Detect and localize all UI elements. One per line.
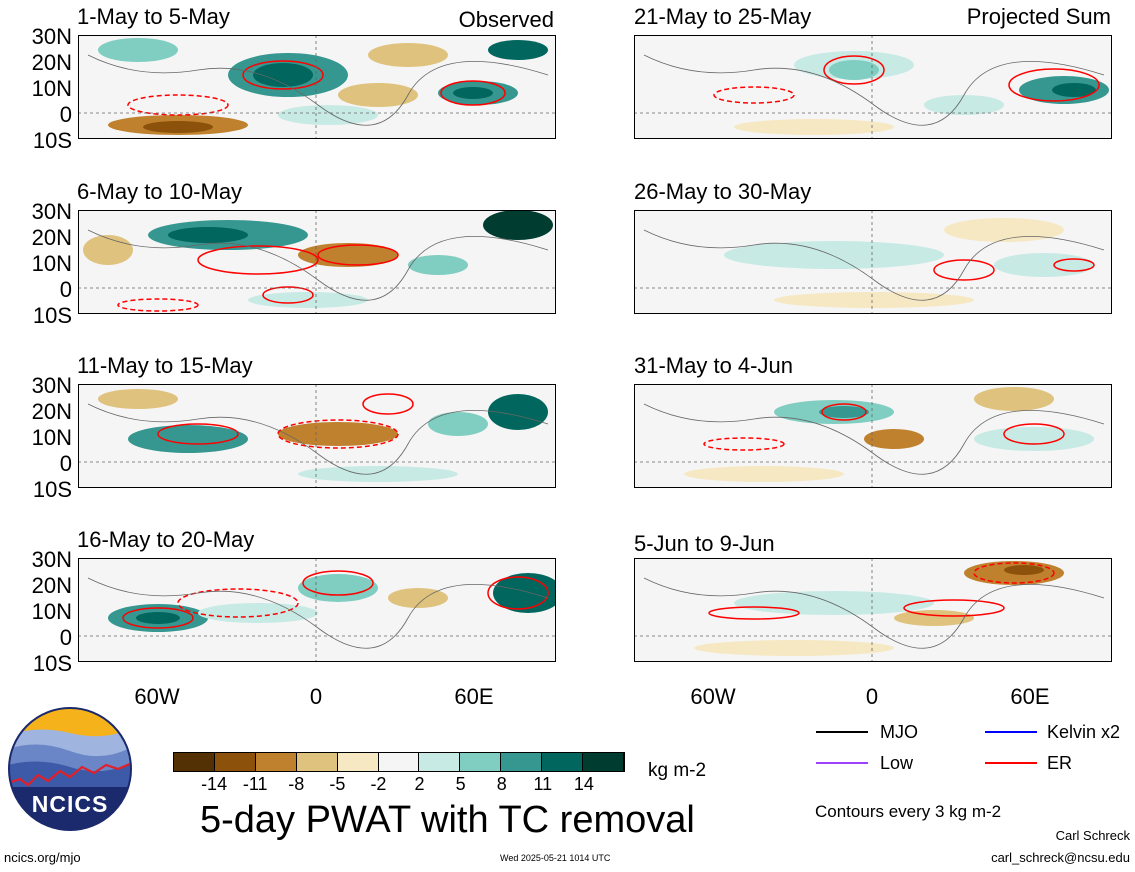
lon-label: 0 <box>865 684 879 709</box>
colorbar <box>173 752 625 772</box>
footer-url: ncics.org/mjo <box>4 850 81 865</box>
lat-label: 10S <box>32 128 72 153</box>
lat-label: 30N <box>31 24 72 49</box>
panel-title: 21-May to 25-May <box>634 4 812 29</box>
colorbar-tick-label: 11 <box>533 774 553 794</box>
colorbar-swatch <box>542 753 584 771</box>
map-panel <box>77 557 563 663</box>
colorbar-swatch <box>501 753 543 771</box>
map-panel <box>633 209 1113 315</box>
lat-label: 10N <box>31 251 72 276</box>
colorbar-tick-label: -14 <box>201 774 228 794</box>
colorbar-swatch <box>174 753 215 771</box>
colorbar-units: kg m-2 <box>648 760 707 781</box>
lon-label: 60E <box>1010 684 1050 709</box>
colorbar-tick-label: 2 <box>414 774 425 794</box>
lat-label: 10S <box>32 477 72 502</box>
logo-text: NCICS <box>31 791 109 817</box>
colorbar-tick-label: 5 <box>455 774 466 794</box>
panel-title: 1-May to 5-May <box>77 4 230 29</box>
lat-label: 30N <box>31 199 72 224</box>
map-svg <box>633 383 1113 489</box>
legend-line-er <box>985 762 1037 764</box>
map-svg <box>77 34 557 140</box>
map-svg <box>77 557 563 663</box>
lat-label: 20N <box>31 50 72 75</box>
colorbar-tick-label: -2 <box>370 774 387 794</box>
colorbar-swatch <box>419 753 461 771</box>
lon-label: 60E <box>454 684 494 709</box>
main-title: 5-day PWAT with TC removal <box>200 799 695 841</box>
colorbar-swatch <box>378 753 420 771</box>
map-panel <box>77 209 557 315</box>
lat-label: 20N <box>31 399 72 424</box>
footer-timestamp: Wed 2025-05-21 1014 UTC <box>500 853 611 863</box>
legend-label: Kelvin x2 <box>1047 722 1121 742</box>
colorbar-swatch <box>583 753 624 771</box>
lat-label: 30N <box>31 373 72 398</box>
lat-label: 0 <box>59 102 72 127</box>
panel-tag-projected: Projected Sum <box>966 4 1111 29</box>
legend-label: MJO <box>880 722 918 742</box>
map-svg <box>633 209 1113 315</box>
panel-title: 31-May to 4-Jun <box>634 353 793 378</box>
panel-title: 16-May to 20-May <box>77 527 255 552</box>
colorbar-swatches <box>173 752 625 772</box>
panel-title: 26-May to 30-May <box>634 179 812 204</box>
map-panel <box>633 383 1113 489</box>
legend-line-kelvin <box>985 731 1037 733</box>
colorbar-swatch <box>460 753 502 771</box>
lat-label: 0 <box>59 625 72 650</box>
lat-label: 10S <box>32 651 72 676</box>
map-panel <box>77 34 557 140</box>
panel-title: 6-May to 10-May <box>77 179 243 204</box>
map-panel <box>633 557 1113 663</box>
lat-label: 10N <box>31 76 72 101</box>
lat-label: 0 <box>59 451 72 476</box>
colorbar-swatch <box>337 753 379 771</box>
lat-label: 0 <box>59 277 72 302</box>
colorbar-tick-label: 8 <box>496 774 507 794</box>
lon-label: 60W <box>134 684 180 709</box>
panel-title: 11-May to 15-May <box>77 353 253 378</box>
footer-email: carl_schreck@ncsu.edu <box>991 850 1130 865</box>
map-svg <box>633 34 1113 140</box>
lat-label: 20N <box>31 225 72 250</box>
lat-label: 10S <box>32 303 72 328</box>
legend-label: Low <box>880 753 914 773</box>
contour-note: Contours every 3 kg m-2 <box>815 802 1002 821</box>
map-svg <box>633 557 1113 663</box>
lat-label: 10N <box>31 425 72 450</box>
panel-title: 5-Jun to 9-Jun <box>634 531 775 556</box>
map-svg <box>77 209 557 315</box>
lat-label: 30N <box>31 547 72 572</box>
legend-label: ER <box>1047 753 1073 773</box>
map-panel <box>633 34 1113 140</box>
map-panel <box>77 383 557 489</box>
logo-graphic <box>8 707 132 831</box>
ncics-logo: NCICS <box>8 707 132 831</box>
colorbar-swatch <box>255 753 297 771</box>
colorbar-tick-label: -11 <box>242 774 268 794</box>
lon-label: 0 <box>309 684 323 709</box>
footer-author: Carl Schreck <box>1055 828 1130 843</box>
lat-label: 20N <box>31 573 72 598</box>
map-svg <box>77 383 557 489</box>
legend-line-mjo <box>816 731 868 733</box>
colorbar-tick-label: 14 <box>573 774 594 794</box>
lon-label: 60W <box>690 684 736 709</box>
colorbar-swatch <box>296 753 338 771</box>
lat-label: 10N <box>31 599 72 624</box>
colorbar-swatch <box>214 753 256 771</box>
colorbar-tick-label: -8 <box>288 774 305 794</box>
panel-tag-observed: Observed <box>458 7 554 32</box>
legend-line-low <box>816 762 868 764</box>
colorbar-tick-label: -5 <box>329 774 346 794</box>
